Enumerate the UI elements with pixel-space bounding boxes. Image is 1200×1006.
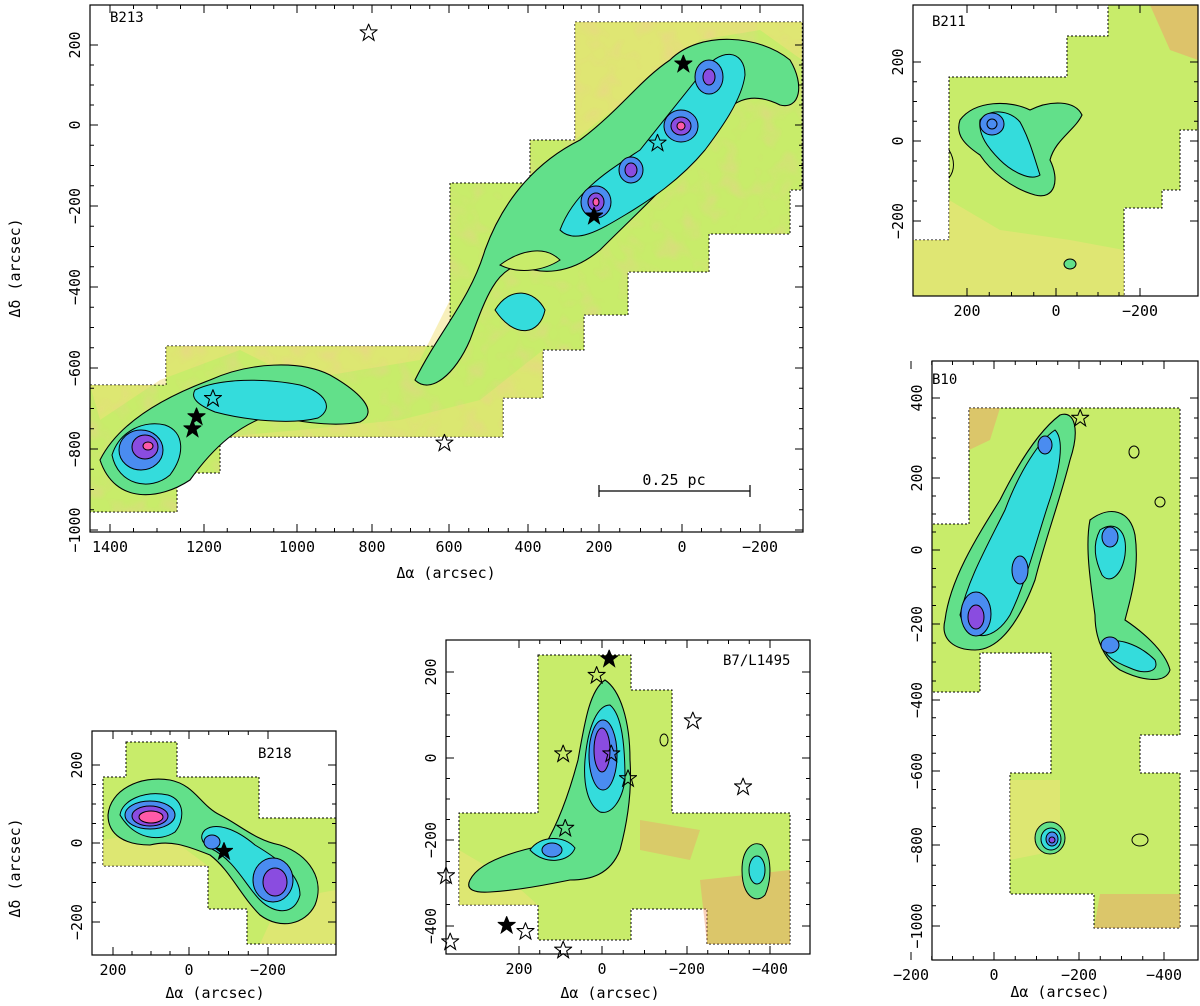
y-tick-label: −600 <box>66 350 84 386</box>
xlabel-b213: Δα (arcsec) <box>396 564 495 582</box>
panel-label-b213: B213 <box>110 10 144 26</box>
x-tick-label: 0 <box>1051 302 1060 320</box>
x-tick-label: −200 <box>742 538 778 556</box>
open-star-marker <box>516 922 535 940</box>
x-tick-label: −200 <box>669 960 705 978</box>
x-tick-label: 1000 <box>279 538 315 556</box>
frame-b10 <box>931 360 1199 961</box>
scalebar-label: 0.25 pc <box>642 471 705 489</box>
x-tick-label: −400 <box>1146 966 1182 984</box>
axis-ticks-b218: 200 0 −200 200 0 −200 <box>68 731 336 979</box>
x-tick-label: 200 <box>585 538 612 556</box>
y-tick-label: −200 <box>908 606 926 642</box>
y-tick-label: −200 <box>66 188 84 224</box>
x-tick-label: 200 <box>99 961 126 979</box>
x-tick-label: −200 <box>250 961 286 979</box>
y-tick-label: 0 <box>68 838 86 847</box>
x-tick-label: 0 <box>989 966 998 984</box>
ylabel-b213: Δδ (arcsec) <box>6 218 24 317</box>
xlabel-b218: Δα (arcsec) <box>165 984 264 1002</box>
panel-b10: B10 −200 0 −200 −400 400 200 0 −200 −400 −600 −800… <box>893 360 1199 1001</box>
x-tick-label: −200 <box>1061 966 1097 984</box>
panel-label-b7: B7/L1495 <box>723 653 790 669</box>
y-tick-label: 200 <box>422 658 440 685</box>
x-tick-label: 800 <box>358 538 385 556</box>
y-tick-label: −800 <box>66 431 84 467</box>
y-tick-label: 0 <box>422 753 440 762</box>
y-tick-label: −800 <box>908 827 926 863</box>
y-tick-label: 200 <box>68 751 86 778</box>
axis-ticks-b10: −200 0 −200 −400 400 200 0 −200 −400 −600 −800 −100… <box>893 361 1198 984</box>
open-star-marker <box>441 932 460 950</box>
y-tick-label: 400 <box>908 384 926 411</box>
y-tick-label: −600 <box>908 753 926 789</box>
x-tick-label: 600 <box>435 538 462 556</box>
y-tick-label: 0 <box>66 120 84 129</box>
y-tick-label: −200 <box>889 203 907 239</box>
open-star-marker <box>683 711 702 729</box>
frame-b7 <box>445 639 811 955</box>
open-star-marker <box>554 940 573 959</box>
x-tick-label: 0 <box>184 961 193 979</box>
axis-ticks-b7: 200 0 −200 −400 200 0 −200 −400 <box>422 640 810 978</box>
x-tick-label: 200 <box>953 302 980 320</box>
x-tick-label: 400 <box>514 538 541 556</box>
xlabel-b7: Δα (arcsec) <box>560 984 659 1002</box>
y-tick-label: 200 <box>889 48 907 75</box>
x-tick-label: 200 <box>505 960 532 978</box>
y-tick-label: −400 <box>66 269 84 305</box>
x-tick-label: 1200 <box>186 538 222 556</box>
panel-b218: B218 200 0 −200 200 0 −200 Δα (arcsec) Δδ (ar… <box>6 730 337 1002</box>
y-tick-label: −200 <box>68 904 86 940</box>
y-tick-label: 0 <box>889 136 907 145</box>
x-tick-label: −400 <box>752 960 788 978</box>
y-tick-label: −400 <box>422 908 440 944</box>
scalebar-b213: 0.25 pc <box>598 471 751 497</box>
ylabel-b218: Δδ (arcsec) <box>6 818 24 917</box>
x-tick-label: −200 <box>893 966 929 984</box>
panel-label-b10: B10 <box>932 372 957 388</box>
open-star-marker <box>734 777 753 795</box>
x-tick-label: 0 <box>597 960 606 978</box>
panel-label-b211: B211 <box>932 14 966 30</box>
y-tick-label: −1000 <box>66 507 84 552</box>
frame-b213 <box>89 4 804 533</box>
y-tick-label: −200 <box>422 822 440 858</box>
x-tick-label: 0 <box>677 538 686 556</box>
axis-ticks-b211: 200 0 −200 200 0 −200 <box>889 5 1198 320</box>
xlabel-b10: Δα (arcsec) <box>1010 983 1109 1001</box>
panel-b7-l1495: B7/L1495 200 0 −200 −400 200 0 −200 −400 Δα (ar… <box>422 639 811 1002</box>
y-tick-label: −1000 <box>908 903 926 948</box>
y-tick-label: 200 <box>66 31 84 58</box>
y-tick-label: 0 <box>908 545 926 554</box>
panel-b213: B213 0.25 pc 1400 1200 1000 800 600 400 200 0 −2… <box>6 4 804 582</box>
y-tick-label: −400 <box>908 682 926 718</box>
panel-label-b218: B218 <box>258 746 292 762</box>
filled-star-marker <box>497 916 516 934</box>
x-tick-label: −200 <box>1122 302 1158 320</box>
axis-ticks-b213: 1400 1200 1000 800 600 400 200 0 −200 200 0 −200 −40… <box>66 5 803 556</box>
open-star-marker <box>359 23 378 41</box>
x-tick-label: 1400 <box>92 538 128 556</box>
y-tick-label: 200 <box>908 464 926 491</box>
panel-b211: B211 200 0 −200 200 0 −200 <box>889 4 1199 320</box>
